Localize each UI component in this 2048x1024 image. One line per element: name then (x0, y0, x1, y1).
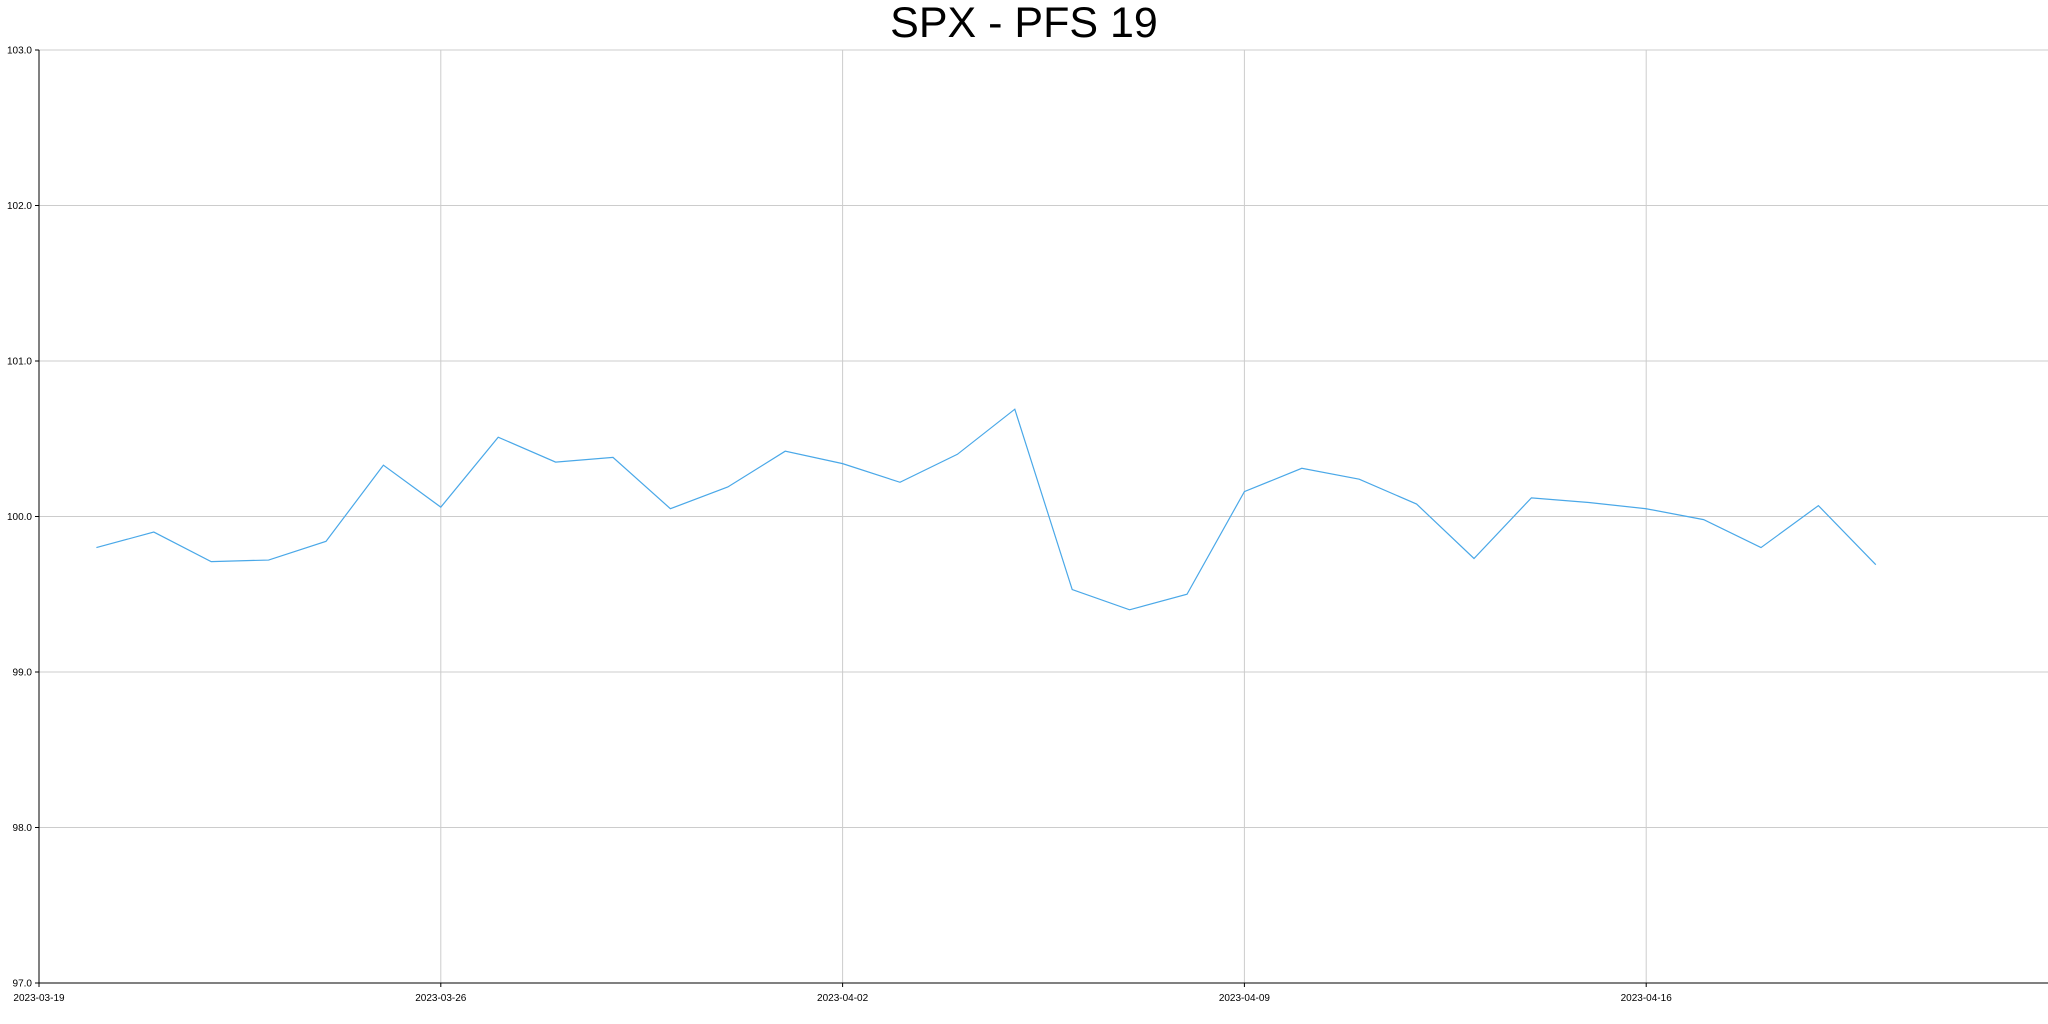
data-point (1760, 546, 1762, 548)
x-tick-label: 2023-03-26 (415, 993, 467, 1004)
data-point (784, 450, 786, 452)
series (95, 408, 1877, 611)
data-point (1645, 508, 1647, 510)
data-point (1588, 501, 1590, 503)
data-point (95, 546, 97, 548)
y-tick-label: 98.0 (13, 823, 33, 834)
data-point (841, 462, 843, 464)
data-point (153, 531, 155, 533)
data-point (1186, 593, 1188, 595)
data-point (1358, 478, 1360, 480)
grid (38, 49, 2048, 984)
data-point (1530, 497, 1532, 499)
y-tick-label: 103.0 (7, 46, 32, 57)
y-tick-label: 99.0 (13, 668, 33, 679)
x-tick-label: 2023-04-09 (1219, 993, 1271, 1004)
data-point (210, 560, 212, 562)
x-tick-label: 2023-03-19 (13, 993, 65, 1004)
chart-title: SPX - PFS 19 (890, 0, 1158, 47)
data-point (382, 464, 384, 466)
x-tick-label: 2023-04-16 (1621, 993, 1673, 1004)
data-point (497, 436, 499, 438)
tick-labels: 97.0 98.0 99.0 100.0 101.0 102.0 103.0 2023-03-… (7, 46, 1672, 1005)
data-point (1301, 467, 1303, 469)
data-point (1071, 588, 1073, 590)
data-point (1473, 557, 1475, 559)
data-point (1243, 490, 1245, 492)
data-point (325, 540, 327, 542)
data-point (1014, 408, 1016, 410)
y-tick-label: 100.0 (7, 512, 32, 523)
data-point (267, 559, 269, 561)
data-point (1415, 503, 1417, 505)
data-point (440, 506, 442, 508)
data-point (727, 486, 729, 488)
y-tick-label: 101.0 (7, 357, 32, 368)
data-point (554, 461, 556, 463)
data-point (669, 508, 671, 510)
axes (35, 49, 2048, 987)
data-point (1817, 504, 1819, 506)
y-tick-label: 102.0 (7, 201, 32, 212)
data-point (612, 456, 614, 458)
series-line (96, 408, 1877, 611)
data-point (1875, 564, 1877, 566)
data-point (956, 453, 958, 455)
data-point (899, 481, 901, 483)
x-tick-label: 2023-04-02 (817, 993, 869, 1004)
y-tick-label: 97.0 (13, 979, 33, 990)
data-point (1702, 518, 1704, 520)
data-point (1128, 609, 1130, 611)
